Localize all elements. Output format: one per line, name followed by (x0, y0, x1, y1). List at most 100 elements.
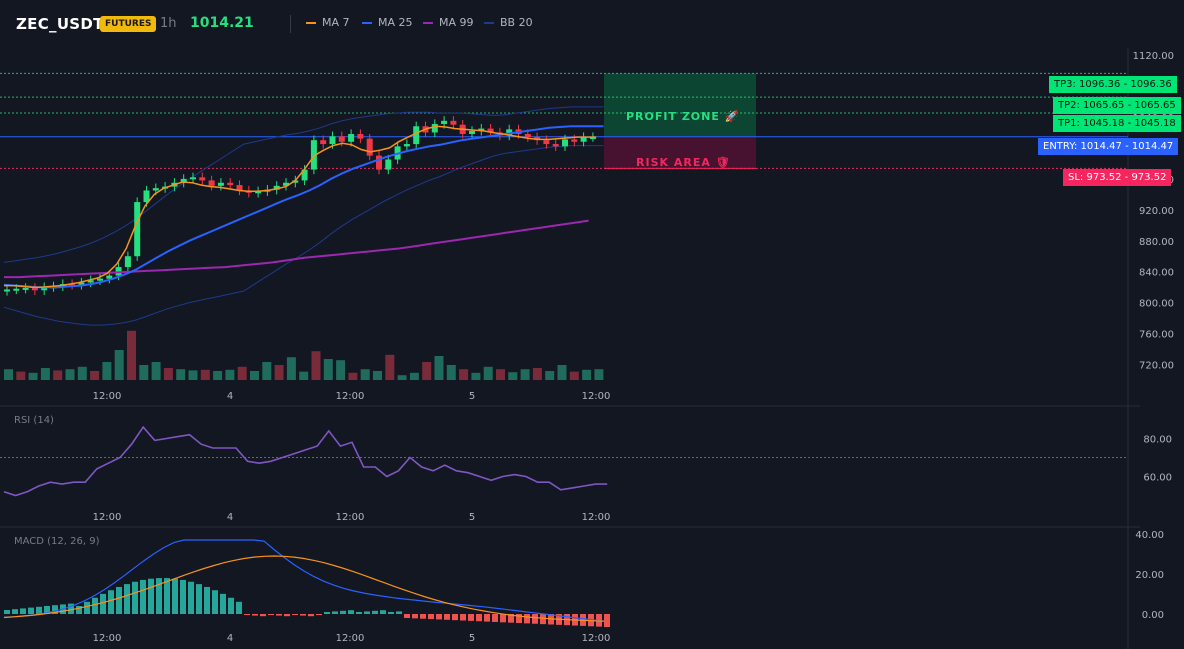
macd-histogram-bar (236, 601, 242, 614)
macd-histogram-bar (172, 578, 178, 614)
macd-histogram-bar (4, 610, 10, 614)
candle-body (524, 134, 531, 138)
time-axis-label: 4 (227, 391, 233, 402)
macd-histogram-bar (380, 610, 386, 614)
ma7-swatch-icon (306, 21, 316, 24)
volume-bar (311, 351, 321, 380)
candle-body (487, 128, 494, 133)
legend-bb20[interactable]: BB 20 (484, 16, 533, 29)
macd-histogram-bar (196, 584, 202, 614)
macd-histogram-bar (436, 614, 442, 620)
time-axis-label: 12:00 (582, 391, 611, 402)
last-price: 1014.21 (190, 15, 254, 31)
candle-body (236, 185, 243, 191)
macd-histogram-bar (460, 614, 466, 621)
macd-title: MACD (12, 26, 9) (14, 536, 100, 547)
volume-bar (40, 368, 50, 380)
timeframe-label[interactable]: 1h (160, 16, 177, 31)
legend-ma7[interactable]: MA 7 (306, 16, 350, 29)
macd-histogram-bar (292, 614, 298, 615)
volume-bar (4, 369, 13, 380)
macd-histogram-bar (364, 611, 370, 614)
volume-bar (582, 369, 592, 380)
candle-body (180, 178, 187, 183)
rsi-line (3, 425, 608, 497)
volume-bar (200, 369, 210, 380)
volume-bar (163, 368, 173, 380)
candle-body (310, 140, 317, 170)
macd-histogram-bar (28, 607, 34, 614)
macd-histogram-bar (76, 606, 82, 614)
macd-histogram-bar (20, 608, 26, 614)
macd-histogram-bar (204, 586, 210, 614)
volume-bar (213, 371, 223, 380)
volume-bar (446, 365, 456, 380)
candle-body (450, 120, 457, 125)
macd-histogram-bar (324, 612, 330, 614)
macd-histogram-bar (356, 612, 362, 614)
candle-body (589, 137, 596, 140)
candle-body (273, 185, 280, 190)
macd-histogram-bar (428, 614, 434, 620)
candle-body (469, 130, 475, 134)
risk-zone (604, 136, 756, 169)
macd-histogram-bar (348, 610, 354, 614)
volume-bar (594, 369, 604, 380)
chart-header: ZEC_USDT FUTURES 1h 1014.21 MA 7 MA 25 M… (0, 0, 1184, 48)
volume-bar (348, 372, 358, 380)
volume-bar (336, 360, 346, 380)
macd-histogram-bar (484, 614, 490, 622)
candle-body (41, 287, 48, 291)
candle-body (124, 256, 131, 268)
macd-histogram-bar (340, 610, 346, 614)
volume-bar (385, 354, 395, 380)
macd-histogram-bar (372, 610, 378, 614)
profit-zone (604, 73, 756, 137)
macd-histogram-bar (404, 614, 410, 618)
volume-bar (409, 372, 419, 380)
sl-tag: SL: 973.52 - 973.52 (1063, 169, 1172, 186)
ma99-line (4, 219, 589, 279)
legend-ma25[interactable]: MA 25 (362, 16, 413, 29)
macd-histogram-bar (468, 614, 474, 621)
macd-histogram-bar (388, 612, 394, 614)
volume-bar (250, 371, 259, 380)
candle-body (69, 284, 76, 287)
candle-body (134, 202, 141, 257)
volume-bar (299, 371, 309, 380)
volume-bar (483, 366, 493, 380)
volume-bar (545, 371, 555, 380)
macd-histogram-bar (156, 578, 162, 614)
volume-bar (274, 365, 284, 380)
macd-histogram-bar (420, 614, 426, 619)
volume-bar (90, 371, 100, 380)
candle-body (338, 136, 345, 142)
candle-body (190, 177, 196, 180)
macd-histogram-bar (500, 614, 506, 623)
macd-time-label: 5 (469, 633, 475, 644)
candle-body (87, 280, 94, 283)
volume-bar (102, 362, 112, 380)
volume-bar (397, 375, 407, 380)
ma25-swatch-icon (362, 21, 372, 24)
candle-body (320, 140, 327, 145)
time-axis-label: 5 (469, 391, 475, 402)
macd-histogram-bar (492, 614, 498, 622)
macd-histogram-bar (300, 614, 306, 616)
candle-body (329, 136, 336, 145)
legend-ma99[interactable]: MA 99 (423, 16, 474, 29)
macd-histogram-bar (68, 603, 74, 614)
macd-histogram-bar (284, 614, 290, 617)
ma7-line (4, 125, 597, 288)
tp1-tag: TP1: 1045.18 - 1045.18 (1053, 115, 1181, 132)
macd-histogram-bar (244, 614, 250, 615)
volume-bar (16, 371, 26, 380)
volume-bar (496, 369, 505, 380)
volume-bar (360, 369, 370, 380)
volume-bar (114, 350, 124, 380)
price-tick-label: 720.00 (1139, 361, 1174, 372)
macd-histogram-bar (532, 614, 538, 624)
symbol-name[interactable]: ZEC_USDT (16, 15, 104, 33)
volume-bar (459, 369, 469, 380)
